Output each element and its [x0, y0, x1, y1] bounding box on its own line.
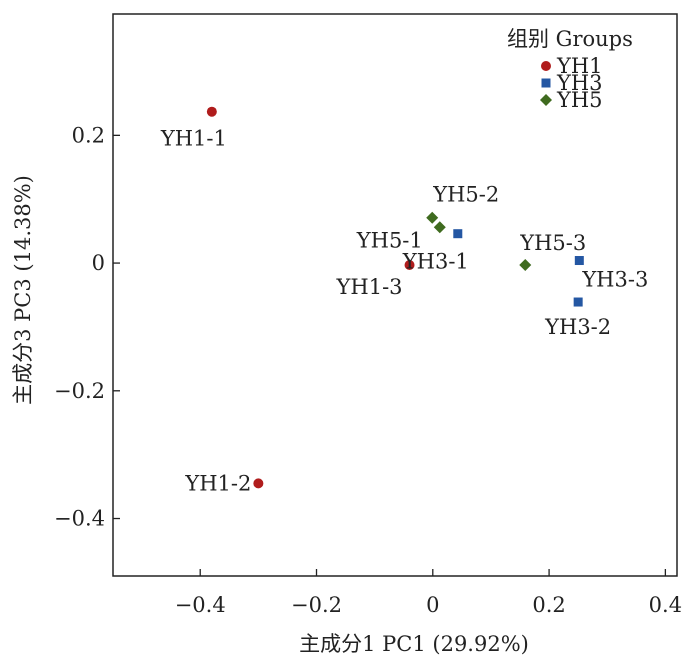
- point-label-yh3-1: YH3-1: [402, 250, 469, 274]
- point-yh5-3: [519, 258, 532, 271]
- legend-title: 组别 Groups: [507, 27, 633, 51]
- legend-marker-yh1: [541, 61, 551, 71]
- point-label-yh1-3: YH1-3: [336, 275, 403, 299]
- point-yh1-2: [253, 478, 264, 489]
- x-tick-label: −0.2: [291, 593, 342, 617]
- point-yh3-1: [453, 229, 463, 239]
- point-label-yh1-2: YH1-2: [184, 471, 251, 495]
- point-yh5-1: [433, 221, 446, 234]
- x-tick-label: −0.4: [175, 593, 226, 617]
- x-tick-label: 0.2: [532, 593, 565, 617]
- y-tick-label: 0: [92, 251, 105, 275]
- point-label-yh1-1: YH1-1: [160, 127, 227, 151]
- point-label-yh5-1: YH5-1: [356, 228, 423, 252]
- point-label-yh5-3: YH5-3: [519, 231, 586, 255]
- y-axis-ticks: −0.4 −0.2 0 0.2: [54, 123, 120, 531]
- point-yh1-3: [404, 259, 415, 270]
- point-yh1-1: [206, 106, 217, 117]
- legend-label-yh5: YH5: [556, 88, 603, 112]
- point-yh3-3: [574, 256, 584, 266]
- point-yh3-2: [573, 297, 583, 307]
- point-label-yh3-2: YH3-2: [544, 315, 611, 339]
- y-tick-label: −0.4: [54, 507, 105, 531]
- x-tick-label: 0: [426, 593, 439, 617]
- point-label-yh3-3: YH3-3: [581, 268, 648, 292]
- legend-marker-yh5: [540, 94, 552, 106]
- y-axis-label: 主成分3 PC3 (14.38%): [11, 175, 35, 405]
- legend-label-yh1: YH1: [556, 54, 603, 78]
- point-yh5-2: [426, 211, 439, 224]
- x-axis-label: 主成分1 PC1 (29.92%): [299, 632, 529, 656]
- y-tick-label: 0.2: [72, 123, 105, 147]
- point-label-yh5-2: YH5-2: [432, 183, 499, 207]
- legend-label-yh3: YH3: [556, 71, 603, 95]
- y-tick-label: −0.2: [54, 379, 105, 403]
- x-axis-ticks: −0.4 −0.2 0 0.2 0.4: [175, 569, 682, 617]
- plot-frame: [112, 13, 678, 577]
- legend-marker-yh3: [541, 78, 551, 88]
- x-tick-label: 0.4: [649, 593, 682, 617]
